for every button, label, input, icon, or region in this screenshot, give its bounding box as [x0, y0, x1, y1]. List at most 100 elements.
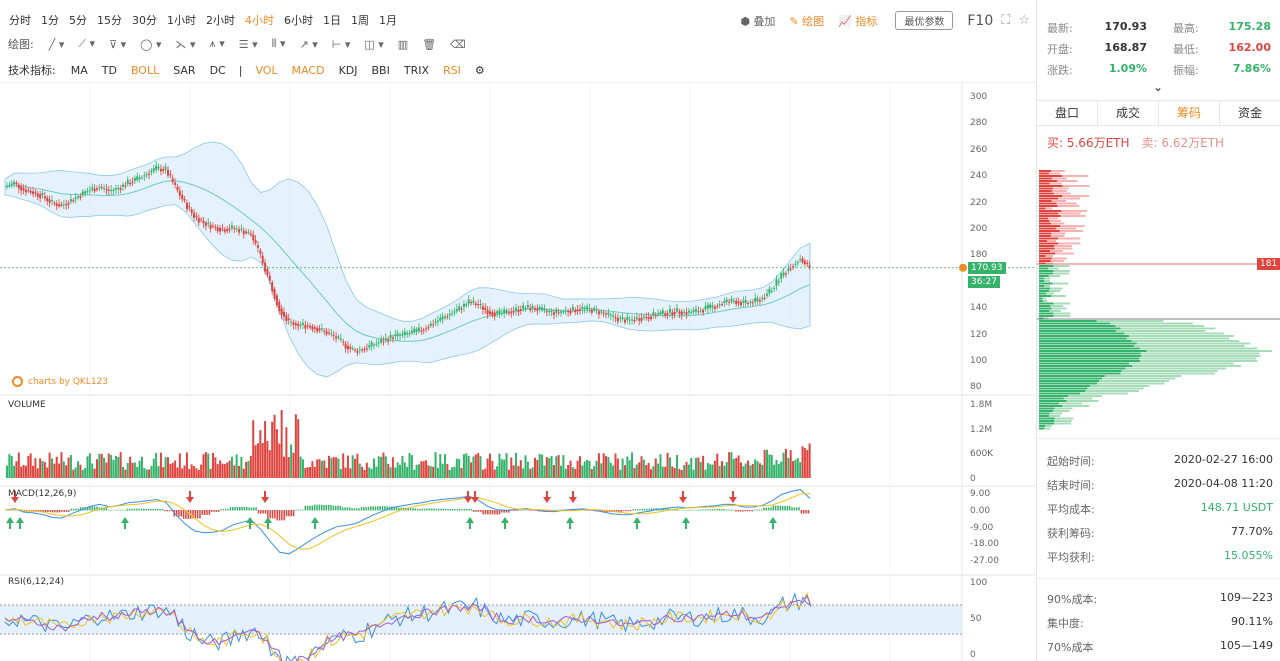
macd-hist	[587, 510, 590, 511]
wave-tool-icon[interactable]: ⋋ ▾	[175, 37, 196, 51]
line-tool-icon[interactable]: ╱ ▾	[48, 37, 65, 51]
tab-2[interactable]: 筹码	[1159, 101, 1220, 125]
draw-button[interactable]: ✎ 绘图	[789, 14, 825, 28]
macd-hist	[23, 510, 26, 512]
overlay-button[interactable]: ⬢ 叠加	[740, 14, 776, 28]
period-0[interactable]: 分时	[9, 14, 31, 27]
candle-body	[105, 188, 108, 191]
period-3[interactable]: 15分	[97, 14, 122, 27]
indicator-ma[interactable]: MA	[70, 63, 88, 77]
note-tool-icon[interactable]: ◫ ▾	[364, 37, 384, 51]
chip-bar-light	[1039, 392, 1128, 395]
tab-3[interactable]: 资金	[1220, 101, 1280, 125]
chip-bar	[1039, 372, 1121, 375]
candle-body	[27, 190, 30, 192]
bar-tool-icon[interactable]: ▥	[397, 37, 409, 51]
volume-bar	[67, 457, 70, 478]
period-5[interactable]: 1小时	[167, 14, 196, 27]
period-1[interactable]: 1分	[41, 14, 59, 27]
indicator-kdj[interactable]: KDJ	[338, 63, 358, 77]
gann-tool-icon[interactable]: ⦀ ▾	[271, 37, 286, 50]
indicator-vol[interactable]: VOL	[255, 63, 278, 77]
candle-body	[290, 321, 293, 323]
indicator-button[interactable]: 📈 指标	[838, 14, 878, 28]
indicator-macd[interactable]: MACD	[291, 63, 325, 77]
indicator-settings-icon[interactable]: ⚙	[474, 63, 485, 77]
volume-bar	[105, 462, 108, 478]
candle-body	[657, 313, 660, 315]
macd-hist	[639, 509, 641, 511]
period-7[interactable]: 4小时	[245, 14, 274, 27]
indicator-sar[interactable]: SAR	[173, 63, 196, 77]
macd-axis-label: 0.00	[970, 505, 991, 516]
trash-icon[interactable]: 🗑	[422, 37, 437, 51]
price-chart[interactable]	[0, 83, 1035, 661]
volume-bar	[744, 463, 747, 478]
chip-bar	[1039, 220, 1050, 222]
fullscreen-icon[interactable]: ⛶	[1001, 13, 1011, 28]
bollinger-band	[4, 141, 811, 378]
star-icon[interactable]: ☆	[1018, 13, 1030, 28]
volume-bar	[652, 466, 655, 478]
measure-tool-icon[interactable]: ⊢ ▾	[331, 37, 351, 51]
macd-hist	[253, 507, 255, 511]
volume-bar	[472, 456, 475, 478]
candle-body	[560, 311, 563, 313]
indicator-trix[interactable]: TRIX	[403, 63, 429, 77]
volume-bar	[474, 454, 477, 478]
macd-hist	[363, 507, 365, 511]
chip-bar-light	[1039, 190, 1067, 192]
period-6[interactable]: 2小时	[206, 14, 235, 27]
candle-body	[453, 311, 456, 313]
period-11[interactable]: 1月	[379, 14, 397, 27]
erase-icon[interactable]: ⌫	[450, 37, 466, 51]
macd-hist	[302, 509, 304, 511]
volume-bar	[533, 457, 536, 478]
period-9[interactable]: 1日	[323, 14, 341, 27]
ray-tool-icon[interactable]: ⟋ ▾	[78, 37, 96, 50]
volume-bar	[758, 463, 761, 478]
high-value: 175.28	[1228, 20, 1271, 33]
candle-body	[600, 311, 603, 313]
volume-bar	[507, 469, 510, 478]
expand-chevron-icon[interactable]: ⌄	[1153, 80, 1164, 94]
indicator-bbi[interactable]: BBI	[371, 63, 390, 77]
f10-button[interactable]: F10	[967, 12, 994, 29]
candle-body	[761, 297, 764, 300]
volume-bar	[751, 464, 754, 478]
macd-hist	[70, 508, 73, 511]
candle-body	[384, 338, 387, 341]
optimize-params-button[interactable]: 最优参数	[895, 11, 954, 30]
pattern-tool-icon[interactable]: ⩚ ▾	[209, 37, 225, 50]
indicator-td[interactable]: TD	[101, 63, 117, 77]
indicator-rsi[interactable]: RSI	[443, 63, 461, 77]
volume-bar	[384, 456, 387, 478]
indicator-dc[interactable]: DC	[209, 63, 226, 77]
circle-tool-icon[interactable]: ◯ ▾	[140, 37, 162, 51]
channel-tool-icon[interactable]: ⊽ ▾	[109, 37, 127, 51]
period-10[interactable]: 1周	[351, 14, 369, 27]
macd-hist	[276, 510, 278, 521]
macd-hist	[379, 506, 381, 511]
indicator-boll[interactable]: BOLL	[130, 63, 160, 77]
candle-body	[122, 184, 125, 187]
candle-body	[204, 222, 207, 226]
macd-hist	[290, 510, 292, 517]
macd-hist	[201, 510, 204, 515]
chip-bar	[1039, 240, 1047, 242]
macd-hist	[56, 510, 58, 513]
volume-bar	[10, 455, 13, 478]
volume-bar	[167, 457, 169, 478]
period-4[interactable]: 30分	[132, 14, 157, 27]
volume-bar	[391, 457, 394, 478]
fib-tool-icon[interactable]: ☰ ▾	[238, 37, 258, 51]
tab-0[interactable]: 盘口	[1037, 101, 1098, 125]
candle-body	[801, 258, 804, 263]
volume-bar	[453, 466, 456, 478]
period-8[interactable]: 6小时	[284, 14, 313, 27]
macd-hist	[12, 510, 14, 511]
period-2[interactable]: 5分	[69, 14, 87, 27]
tab-1[interactable]: 成交	[1098, 101, 1159, 125]
arrow-tool-icon[interactable]: ↗ ▾	[299, 37, 318, 51]
candle-body	[427, 327, 430, 329]
